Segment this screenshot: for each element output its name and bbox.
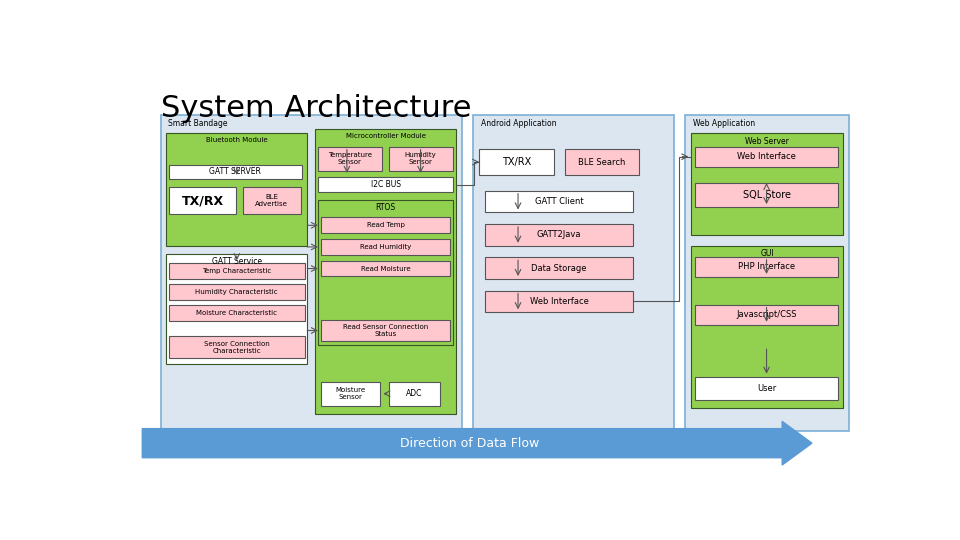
Text: System Architecture: System Architecture bbox=[161, 94, 471, 123]
Text: Javascript/CSS: Javascript/CSS bbox=[736, 310, 797, 319]
Text: SQL Store: SQL Store bbox=[742, 190, 790, 200]
Text: Humidity Characteristic: Humidity Characteristic bbox=[196, 289, 278, 295]
FancyBboxPatch shape bbox=[695, 147, 838, 167]
Text: Read Humidity: Read Humidity bbox=[360, 244, 411, 250]
Text: Smart Bandage: Smart Bandage bbox=[168, 119, 228, 128]
FancyBboxPatch shape bbox=[321, 382, 380, 406]
Text: GATT Service: GATT Service bbox=[212, 258, 262, 266]
Text: GUI: GUI bbox=[760, 249, 774, 258]
Text: Read Sensor Connection
Status: Read Sensor Connection Status bbox=[343, 324, 428, 337]
Text: Web Interface: Web Interface bbox=[530, 297, 588, 306]
FancyBboxPatch shape bbox=[166, 133, 307, 246]
Text: I2C BUS: I2C BUS bbox=[371, 180, 400, 189]
Text: Bluetooth Module: Bluetooth Module bbox=[206, 137, 268, 143]
Text: Web Application: Web Application bbox=[693, 119, 755, 128]
Text: TX/RX: TX/RX bbox=[502, 157, 531, 167]
FancyBboxPatch shape bbox=[169, 305, 304, 321]
FancyBboxPatch shape bbox=[390, 382, 440, 406]
FancyBboxPatch shape bbox=[315, 129, 456, 414]
Text: Web Interface: Web Interface bbox=[737, 152, 796, 161]
FancyBboxPatch shape bbox=[169, 165, 301, 179]
Text: User: User bbox=[756, 383, 777, 393]
Text: Temperature
Sensor: Temperature Sensor bbox=[328, 152, 372, 165]
FancyBboxPatch shape bbox=[485, 258, 634, 279]
Text: Sensor Connection
Characteristic: Sensor Connection Characteristic bbox=[204, 341, 270, 354]
FancyBboxPatch shape bbox=[169, 187, 236, 214]
Text: TX/RX: TX/RX bbox=[181, 194, 224, 207]
FancyBboxPatch shape bbox=[691, 246, 843, 408]
Text: BLE
Advertise: BLE Advertise bbox=[255, 194, 288, 207]
Text: PHP Interface: PHP Interface bbox=[738, 262, 795, 272]
Text: Data Storage: Data Storage bbox=[531, 264, 587, 273]
FancyBboxPatch shape bbox=[321, 261, 450, 276]
Text: Moisture
Sensor: Moisture Sensor bbox=[336, 387, 366, 400]
FancyBboxPatch shape bbox=[243, 187, 300, 214]
FancyBboxPatch shape bbox=[321, 320, 450, 341]
Text: BLE Search: BLE Search bbox=[579, 158, 626, 167]
Text: Microcontroller Module: Microcontroller Module bbox=[346, 133, 425, 139]
Text: Temp Characteristic: Temp Characteristic bbox=[203, 268, 272, 274]
FancyBboxPatch shape bbox=[318, 200, 453, 346]
Text: ADC: ADC bbox=[406, 389, 422, 398]
Text: Direction of Data Flow: Direction of Data Flow bbox=[400, 437, 540, 450]
FancyBboxPatch shape bbox=[685, 114, 849, 431]
Text: Read Temp: Read Temp bbox=[367, 222, 404, 228]
FancyBboxPatch shape bbox=[695, 183, 838, 207]
FancyBboxPatch shape bbox=[564, 149, 639, 175]
FancyBboxPatch shape bbox=[321, 218, 450, 233]
FancyBboxPatch shape bbox=[479, 149, 554, 175]
FancyBboxPatch shape bbox=[318, 147, 382, 171]
FancyBboxPatch shape bbox=[321, 239, 450, 255]
FancyBboxPatch shape bbox=[318, 177, 453, 192]
FancyBboxPatch shape bbox=[691, 133, 843, 235]
FancyBboxPatch shape bbox=[169, 336, 304, 358]
Text: Android Application: Android Application bbox=[481, 119, 557, 128]
Text: GATT Client: GATT Client bbox=[535, 197, 584, 206]
Text: RTOS: RTOS bbox=[375, 203, 396, 212]
FancyBboxPatch shape bbox=[169, 263, 304, 279]
FancyBboxPatch shape bbox=[695, 305, 838, 325]
FancyBboxPatch shape bbox=[695, 257, 838, 277]
Text: Read Moisture: Read Moisture bbox=[361, 266, 411, 272]
FancyBboxPatch shape bbox=[389, 147, 452, 171]
Text: Web Server: Web Server bbox=[745, 137, 789, 146]
FancyBboxPatch shape bbox=[485, 224, 634, 246]
Text: GATT2Java: GATT2Java bbox=[537, 231, 581, 239]
FancyBboxPatch shape bbox=[166, 254, 307, 364]
FancyBboxPatch shape bbox=[161, 114, 463, 431]
Text: Moisture Characteristic: Moisture Characteristic bbox=[196, 309, 277, 315]
FancyBboxPatch shape bbox=[485, 291, 634, 312]
Text: GATT SERVER: GATT SERVER bbox=[209, 167, 261, 177]
FancyArrow shape bbox=[142, 421, 812, 465]
FancyBboxPatch shape bbox=[169, 284, 304, 300]
Text: Humidity
Sensor: Humidity Sensor bbox=[405, 152, 437, 165]
FancyBboxPatch shape bbox=[695, 377, 838, 400]
FancyBboxPatch shape bbox=[485, 191, 634, 212]
FancyBboxPatch shape bbox=[473, 114, 674, 431]
